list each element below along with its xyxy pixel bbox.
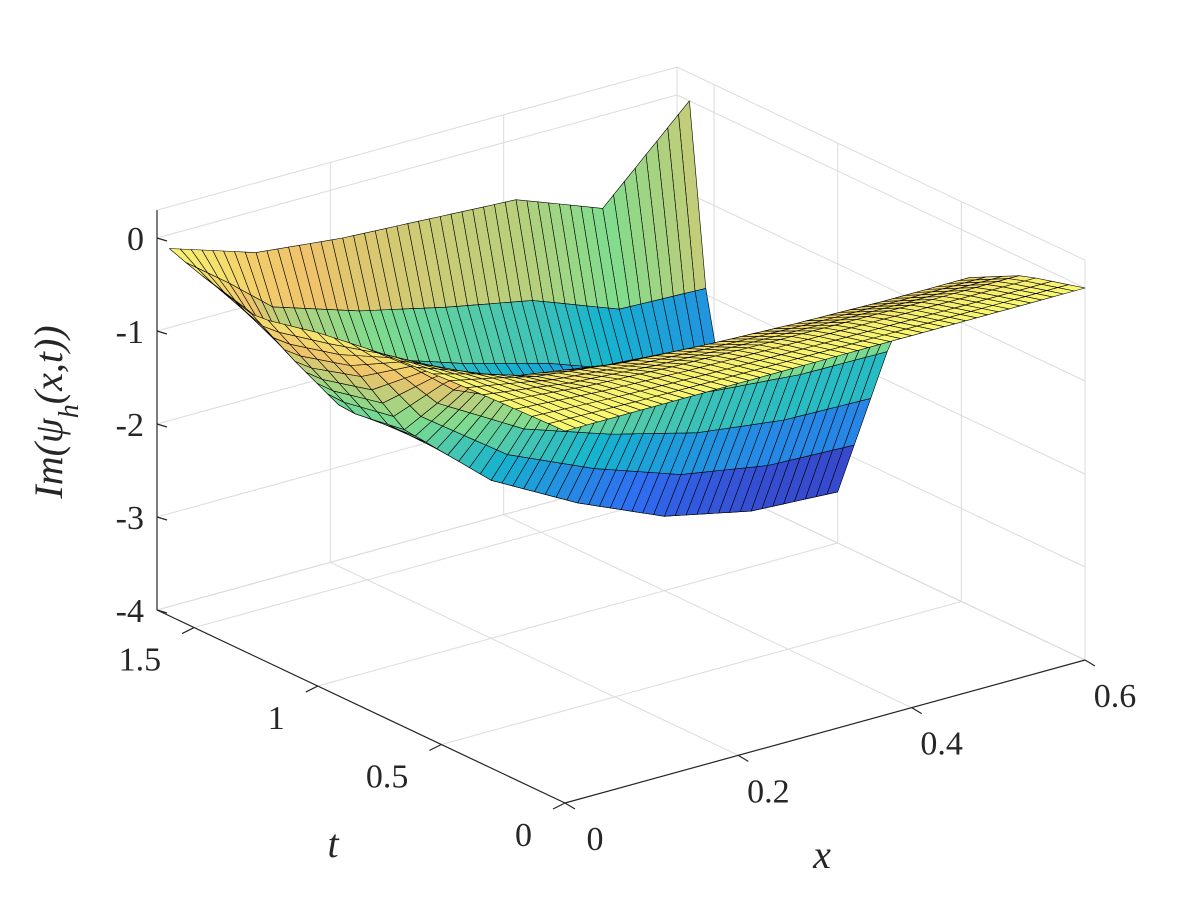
x-tick-label: 0 <box>587 821 604 858</box>
z-tick-mark <box>156 609 168 614</box>
z-tick-label: -1 <box>116 314 144 351</box>
t-tick-label: 0 <box>515 817 532 854</box>
z-tick-mark <box>156 330 168 335</box>
x-axis-label: x <box>812 832 831 877</box>
labels-layer: 0 0.2 0.4 0.6 0 0.5 1 1.5 -4 -3 -2 -1 0 <box>116 221 1137 858</box>
x-tick-label: 0.2 <box>747 773 790 810</box>
z-tick-label: -3 <box>116 500 144 537</box>
z-tick-label: 0 <box>127 221 144 258</box>
z-tick-mark <box>156 423 168 428</box>
z-tick-label: -4 <box>116 593 144 630</box>
surface-layer <box>169 100 1086 517</box>
floor-grid-x <box>503 514 912 709</box>
z-tick-mark <box>156 516 168 521</box>
x-tick-mark <box>1084 659 1096 667</box>
back-wall-grid-z <box>156 94 678 239</box>
t-tick-label: 1.5 <box>119 642 162 679</box>
x-tick-label: 0.4 <box>920 726 963 763</box>
t-axis-label: t <box>327 821 339 866</box>
t-tick-mark <box>429 743 442 752</box>
floor-grid-x <box>330 561 739 756</box>
x-axis-line <box>564 659 1086 804</box>
x-tick-mark <box>911 707 922 715</box>
z-tick-mark <box>156 237 168 242</box>
z-axis-label: Im(ψh(x,t)) <box>26 325 85 499</box>
side-wall-grid-z <box>676 280 1086 475</box>
t-tick-mark <box>181 627 195 635</box>
z-tick-label: -2 <box>116 407 144 444</box>
t-tick-label: 0.5 <box>366 759 409 796</box>
x-tick-mark <box>564 802 576 810</box>
side-wall-grid-z <box>676 94 1086 289</box>
t-tick-mark <box>305 685 318 693</box>
t-axis-line <box>156 609 566 804</box>
surface-face <box>548 420 577 432</box>
x-tick-mark <box>738 754 749 762</box>
t-tick-mark <box>552 802 566 810</box>
axes-layer <box>156 210 1096 810</box>
floor-grid-t <box>441 601 962 745</box>
floor-grid-t <box>317 542 838 687</box>
side-wall-grid-z <box>676 187 1086 382</box>
x-tick-label: 0.6 <box>1094 678 1137 715</box>
t-tick-label: 1 <box>268 700 285 737</box>
